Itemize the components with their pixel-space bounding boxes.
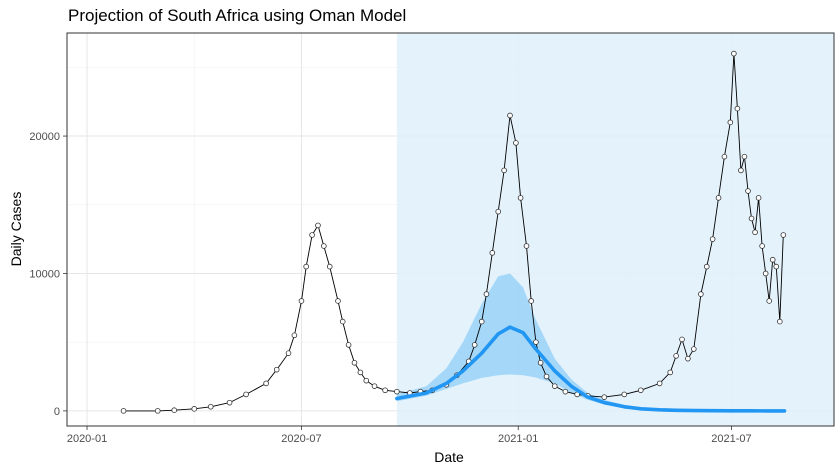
observed-point — [483, 291, 490, 297]
observed-point — [154, 408, 161, 414]
observed-point — [507, 112, 513, 119]
observed-point — [285, 350, 292, 356]
observed-point — [703, 263, 710, 270]
observed-point — [489, 250, 496, 256]
observed-point — [345, 342, 352, 348]
observed-point — [363, 377, 370, 384]
observed-point — [679, 336, 685, 343]
observed-point — [298, 298, 305, 304]
observed-point — [738, 167, 744, 174]
chart-title: Projection of South Africa using Oman Mo… — [68, 6, 407, 25]
observed-point — [759, 243, 765, 249]
observed-point — [709, 236, 716, 242]
observed-point — [656, 380, 663, 387]
observed-point — [371, 383, 378, 389]
observed-point — [698, 291, 704, 297]
observed-point — [120, 408, 127, 414]
observed-point — [551, 383, 558, 389]
observed-point — [517, 195, 524, 201]
observed-point — [273, 366, 280, 373]
observed-point — [171, 407, 178, 413]
y-tick-label: 10000 — [29, 268, 60, 280]
observed-point — [191, 406, 198, 412]
x-tick-label: 2020-01 — [67, 433, 107, 445]
observed-point — [321, 243, 327, 249]
observed-point — [755, 195, 762, 201]
observed-point — [741, 153, 748, 160]
observed-point — [478, 318, 485, 325]
observed-point — [394, 388, 400, 395]
observed-point — [685, 355, 691, 362]
observed-point — [727, 119, 734, 126]
observed-point — [734, 105, 741, 112]
plot-border — [66, 32, 835, 427]
observed-point — [621, 391, 628, 398]
observed-point — [291, 332, 298, 339]
observed-point — [303, 263, 309, 270]
observed-point — [769, 256, 776, 263]
observed-point — [537, 359, 544, 366]
observed-point — [471, 342, 478, 348]
observed-point — [673, 353, 679, 359]
observed-point — [690, 346, 697, 352]
observed-point — [601, 394, 608, 400]
observed-point — [715, 195, 722, 201]
observed-point — [752, 229, 758, 236]
observed-point — [745, 188, 751, 194]
observed-point — [351, 359, 358, 366]
observed-point — [766, 298, 772, 304]
observed-point — [263, 380, 269, 387]
observed-point — [326, 263, 333, 270]
observed-point — [357, 369, 364, 376]
x-tick-label: 2021-07 — [711, 433, 751, 445]
observed-point — [513, 140, 519, 146]
observed-point — [226, 399, 233, 406]
observed-point — [748, 215, 755, 222]
observed-point — [528, 298, 535, 304]
x-tick-label: 2021-01 — [498, 433, 538, 445]
observed-point — [762, 270, 769, 277]
observed-point — [207, 403, 214, 410]
observed-point — [780, 232, 787, 238]
observed-point — [667, 369, 674, 376]
projection-confidence-band — [396, 273, 785, 411]
observed-point — [315, 222, 321, 229]
observed-point — [637, 387, 644, 394]
observed-point — [533, 339, 539, 345]
observed-point — [495, 208, 502, 215]
observed-point — [543, 373, 550, 380]
observed-point — [243, 391, 249, 398]
observed-point — [562, 388, 569, 395]
y-tick-label: 20000 — [29, 131, 60, 143]
observed-point — [339, 318, 346, 325]
x-axis-title: Date — [434, 449, 464, 465]
observed-point — [731, 50, 737, 57]
observed-point — [523, 243, 530, 249]
y-tick-label: 0 — [54, 406, 60, 418]
observed-point — [721, 153, 728, 160]
x-tick-label: 2020-07 — [281, 433, 321, 445]
observed-point — [335, 298, 341, 304]
observed-point — [382, 387, 388, 394]
observed-point — [501, 167, 507, 174]
observed-point — [309, 232, 315, 238]
observed-point — [777, 318, 783, 325]
observed-point — [773, 263, 780, 270]
y-axis-title: Daily Cases — [8, 192, 24, 267]
projection-mean-line — [395, 325, 787, 413]
